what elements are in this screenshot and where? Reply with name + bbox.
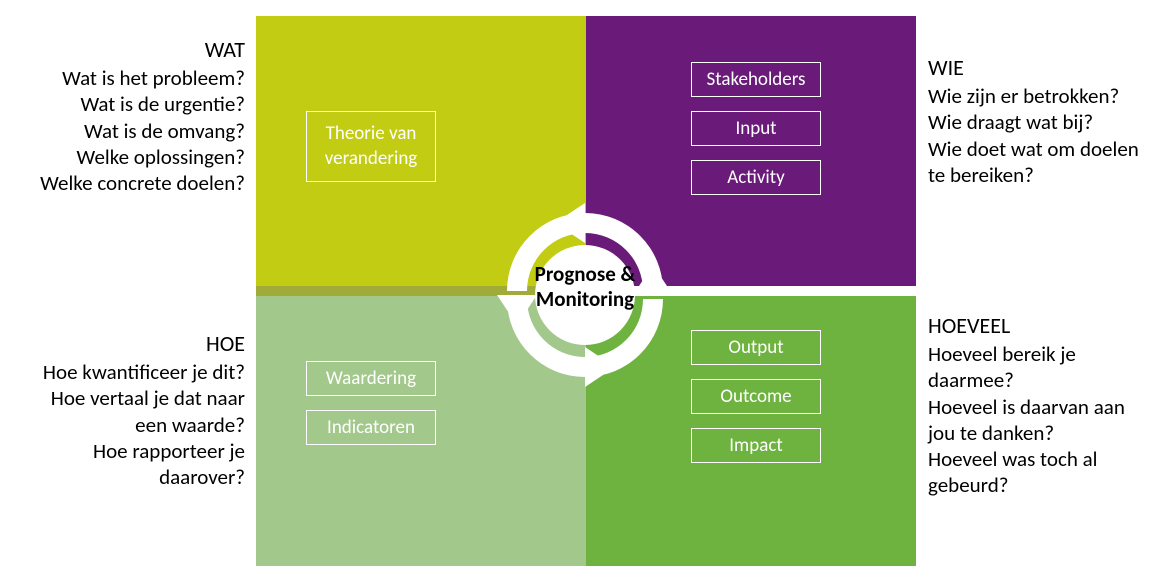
side-line: Hoeveel is daarvan aan — [928, 394, 1158, 420]
side-text-hoe: HOE Hoe kwantificeer je dit? Hoe vertaal… — [5, 330, 245, 490]
box-stakeholders: Stakeholders — [691, 62, 821, 97]
side-line: Wie draagt wat bij? — [928, 109, 1158, 135]
box-label: Input — [735, 117, 776, 140]
side-line: Wat is de omvang? — [5, 118, 245, 144]
box-label: Theorie vanverandering — [325, 122, 418, 170]
side-header: HOEVEEL — [928, 312, 1158, 339]
side-line: gebeurd? — [928, 472, 1158, 498]
side-line: Welke concrete doelen? — [5, 170, 245, 196]
side-line: Wat is de urgentie? — [5, 91, 245, 117]
box-stack-tr: Stakeholders Input Activity — [691, 62, 821, 195]
side-text-wat: WAT Wat is het probleem? Wat is de urgen… — [5, 36, 245, 196]
center-label: Prognose & Monitoring — [495, 262, 675, 312]
side-line: Hoe vertaal je dat naar — [5, 385, 245, 411]
side-line: te bereiken? — [928, 162, 1158, 188]
box-outcome: Outcome — [691, 379, 821, 414]
box-impact: Impact — [691, 428, 821, 463]
side-header: WAT — [5, 36, 245, 63]
side-text-hoeveel: HOEVEEL Hoeveel bereik je daarmee? Hoeve… — [928, 312, 1158, 499]
center-line2: Monitoring — [536, 286, 634, 312]
side-line: daarover? — [5, 464, 245, 490]
box-label: Waardering — [326, 367, 416, 390]
box-stack-bl: Waardering Indicatoren — [306, 361, 436, 445]
side-header: HOE — [5, 330, 245, 357]
box-label: Activity — [727, 166, 785, 189]
box-output: Output — [691, 330, 821, 365]
side-line: Hoe rapporteer je — [5, 438, 245, 464]
box-activity: Activity — [691, 160, 821, 195]
side-line: Hoe kwantificeer je dit? — [5, 359, 245, 385]
side-line: Wie doet wat om doelen — [928, 136, 1158, 162]
center-line1: Prognose & — [535, 261, 636, 287]
side-line: Hoeveel was toch al — [928, 446, 1158, 472]
side-line: Welke oplossingen? — [5, 144, 245, 170]
box-waardering: Waardering — [306, 361, 436, 396]
box-label: Impact — [729, 434, 782, 457]
side-line: Wat is het probleem? — [5, 65, 245, 91]
box-label: Output — [728, 336, 783, 359]
box-label: Outcome — [720, 385, 791, 408]
side-line: een waarde? — [5, 412, 245, 438]
side-line: Hoeveel bereik je — [928, 341, 1158, 367]
box-theorie: Theorie vanverandering — [306, 111, 436, 182]
box-indicatoren: Indicatoren — [306, 410, 436, 445]
box-stack-tl: Theorie vanverandering — [306, 111, 436, 182]
side-header: WIE — [928, 54, 1158, 81]
side-line: jou te danken? — [928, 420, 1158, 446]
box-input: Input — [691, 111, 821, 146]
box-label: Stakeholders — [707, 68, 806, 91]
side-line: Wie zijn er betrokken? — [928, 83, 1158, 109]
box-label: Indicatoren — [327, 416, 415, 439]
diagram-canvas: Theorie vanverandering Stakeholders Inpu… — [0, 0, 1161, 580]
box-stack-br: Output Outcome Impact — [691, 330, 821, 463]
side-text-wie: WIE Wie zijn er betrokken? Wie draagt wa… — [928, 54, 1158, 188]
side-line: daarmee? — [928, 367, 1158, 393]
